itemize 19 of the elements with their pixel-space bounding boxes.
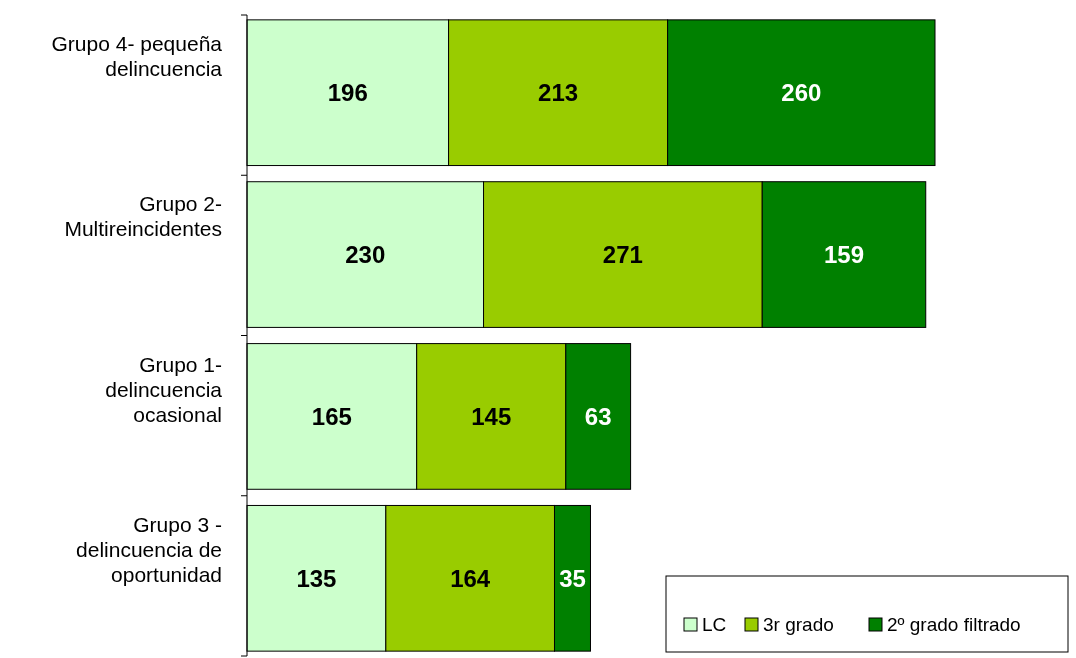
legend-label: 2º grado filtrado: [887, 614, 1021, 635]
data-label: 165: [311, 402, 352, 430]
data-label: 271: [602, 240, 643, 268]
data-label: 213: [538, 79, 579, 107]
y-tick-label: Grupo 2- Multireincidentes: [64, 192, 222, 241]
data-label: 145: [471, 402, 512, 430]
y-tick-label: Grupo 4- pequeña delincuencia: [51, 32, 223, 80]
legend-label: 3r grado: [763, 614, 834, 635]
data-label: 230: [345, 240, 386, 268]
y-tick-label: Grupo 3 - delincuencia de oportunidad: [76, 512, 222, 586]
data-label: 196: [327, 79, 368, 107]
data-label: 35: [559, 564, 586, 592]
data-label: 135: [296, 564, 337, 592]
data-label: 164: [450, 564, 491, 592]
y-tick-label: Grupo 1- delincuencia ocasional: [105, 352, 223, 426]
data-label: 63: [584, 402, 612, 430]
legend-label: LC: [702, 614, 727, 635]
data-label: 260: [781, 79, 822, 107]
data-label: 159: [823, 240, 865, 268]
